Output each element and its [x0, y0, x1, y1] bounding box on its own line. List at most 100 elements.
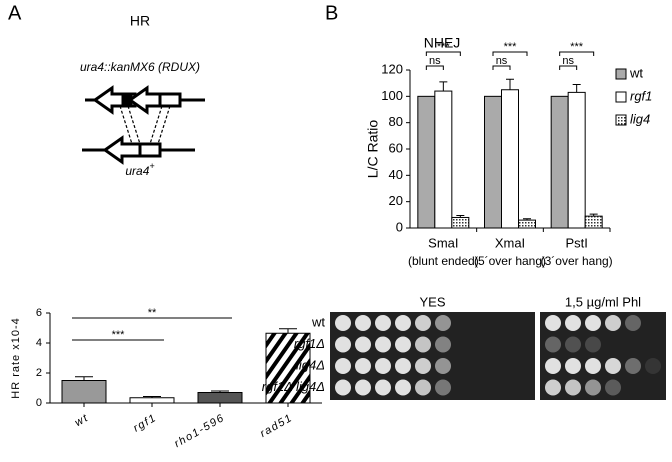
x-tick-label: rgf1 [131, 412, 159, 435]
significance-label: *** [437, 41, 451, 53]
bar [501, 89, 519, 229]
x-tick-label: XmaI [495, 235, 525, 250]
y-tick-label: 0 [36, 397, 42, 409]
colony-spot [565, 379, 581, 396]
charts: HR HR rate x10-4 0 2 4 6 wt rgf1 rho1-596 rad51 **… [10, 13, 666, 450]
colony-spot [585, 336, 601, 353]
colony-spot [625, 358, 641, 374]
strain-label: wt [311, 314, 325, 329]
significance-bracket [425, 65, 444, 70]
x-tick-label: PstI [565, 235, 587, 250]
colony-spot [395, 358, 411, 374]
colony-spot [585, 379, 601, 396]
y-tick-label: 4 [36, 337, 42, 349]
error-bar [143, 396, 161, 398]
chart-title: NHEJ [424, 35, 461, 51]
significance-label: *** [570, 41, 584, 53]
legend-swatch [615, 114, 627, 126]
colony-spot [415, 315, 431, 331]
strain-label: rgf1Δ [294, 336, 325, 351]
condition-label: 1,5 µg/ml Phl [565, 294, 641, 309]
x-tick-label: rad51 [258, 412, 295, 440]
error-bar [75, 376, 93, 381]
bar [451, 216, 470, 229]
bar [484, 95, 502, 229]
x-tick-label: rho1-596 [172, 412, 227, 450]
plate-image [540, 312, 666, 400]
bar [129, 397, 175, 404]
colony-spot [355, 315, 371, 331]
y-tick-label: 2 [36, 367, 42, 379]
strain-label: rgf1Δ lig4Δ [262, 379, 325, 394]
colony-spot [415, 358, 431, 374]
colony-spot [395, 379, 411, 396]
y-tick-label: 0 [396, 219, 403, 234]
bar [197, 392, 243, 404]
colony-spot [375, 358, 391, 374]
y-tick-label: 60 [389, 140, 403, 155]
bar [61, 380, 107, 404]
colony-spot [355, 379, 371, 396]
y-tick-label: 40 [389, 167, 403, 182]
bar [417, 95, 436, 229]
significance-bracket [559, 51, 595, 56]
colony-spot [605, 358, 621, 374]
category-note: (blunt ended) [408, 254, 479, 268]
error-bar [589, 213, 598, 217]
colony-spot [395, 315, 411, 331]
error-bar [572, 83, 581, 93]
colony-spot [375, 336, 391, 353]
colony-spot [335, 336, 351, 353]
colony-spot [395, 336, 411, 353]
product-label: ura4+ [125, 161, 154, 178]
colony-spot [625, 315, 641, 331]
colony-spot [545, 315, 561, 331]
y-tick-label: 6 [36, 307, 42, 319]
product-name: ura4 [125, 164, 149, 178]
colony-spot [545, 336, 561, 353]
legend-label: rgf1 [630, 88, 652, 103]
colony-spot [545, 379, 561, 396]
colony-spot [355, 336, 371, 353]
bar [567, 91, 586, 229]
colony-spot [415, 336, 431, 353]
condition-label: YES [419, 294, 445, 309]
construct-label: ura4::kanMX6 (RDUX) [80, 60, 200, 74]
significance-bracket [492, 51, 528, 56]
significance-label: ns [562, 55, 574, 67]
category-note: (5´over hang) [474, 254, 546, 268]
colony-spot [565, 336, 581, 353]
error-bar [279, 328, 297, 334]
significance-bracket [559, 65, 578, 70]
colony-spot [585, 315, 601, 331]
colony-spot [605, 379, 621, 396]
legend-label: wt [629, 65, 643, 80]
significance-label: ns [429, 55, 441, 67]
colony-spot [375, 379, 391, 396]
y-axis-label: HR rate x10-4 [10, 317, 22, 398]
x-tick-label: SmaI [428, 235, 458, 250]
bar [584, 215, 603, 229]
panel-label: A [8, 2, 22, 24]
category-note: (3´over hang) [541, 254, 613, 268]
error-bar [523, 218, 531, 221]
panel-label: B [325, 2, 338, 24]
colony-spot [335, 358, 351, 374]
colony-spot [585, 358, 601, 374]
bar [550, 95, 569, 229]
legend-swatch [615, 91, 627, 103]
legend-swatch [615, 68, 627, 80]
colony-spot [605, 315, 621, 331]
colony-spot [375, 315, 391, 331]
legend-label: lig4 [630, 111, 650, 126]
colony-spot [545, 358, 561, 374]
colony-spot [435, 315, 451, 331]
strain-label: lig4Δ [296, 357, 325, 372]
colony-spot [565, 315, 581, 331]
colony-spot [565, 358, 581, 374]
error-bar [506, 78, 514, 90]
chart-title: HR [130, 13, 150, 29]
recombination-diagram [82, 85, 205, 165]
y-tick-label: 80 [389, 114, 403, 129]
colony-spot [335, 379, 351, 396]
